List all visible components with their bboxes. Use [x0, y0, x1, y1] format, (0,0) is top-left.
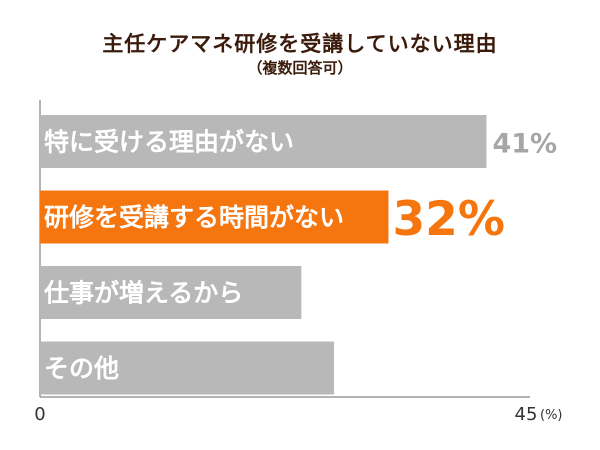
value-label-1: 41% — [492, 129, 557, 160]
bar-2 — [40, 190, 389, 244]
bar-3 — [40, 266, 302, 319]
bar-label-2: 研修を受講する時間がない — [44, 203, 344, 232]
bar-label-1: 特に受ける理由がない — [44, 128, 294, 157]
bar-1 — [40, 115, 487, 168]
x-tick-label-45: 45 — [515, 404, 538, 425]
bar-label-4: その他 — [44, 354, 119, 383]
x-ticks-group: 0 45 (%) — [34, 404, 562, 425]
x-axis-unit: (%) — [540, 408, 563, 423]
chart-subtitle: （複数回答可） — [247, 59, 353, 77]
bar-label-3: 仕事が増えるから — [43, 279, 243, 308]
x-tick-label-0: 0 — [34, 404, 45, 425]
chart-title: 主任ケアマネ研修を受講していない理由 — [102, 32, 498, 56]
bar-4 — [40, 341, 334, 395]
value-label-2: 32% — [392, 192, 505, 247]
